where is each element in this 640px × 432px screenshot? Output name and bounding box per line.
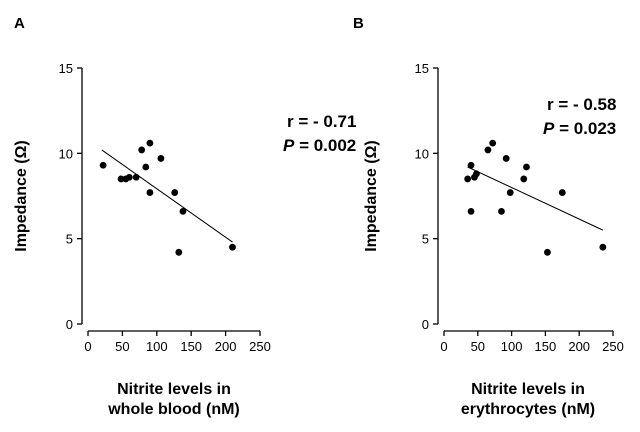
data-point — [146, 139, 154, 147]
data-point — [99, 161, 107, 169]
x-tick-label: 200 — [215, 339, 237, 354]
stat-p-value: = 0.002 — [294, 136, 356, 155]
data-point — [179, 207, 187, 215]
data-point — [125, 173, 133, 181]
stat-p-value: = 0.023 — [554, 119, 616, 138]
data-point — [146, 189, 154, 196]
y-tick-label: 15 — [415, 61, 429, 76]
stat-r: r = - 0.58 — [547, 95, 616, 114]
data-point — [171, 189, 179, 196]
data-point — [229, 243, 236, 251]
y-tick-label: 5 — [422, 232, 429, 247]
x-axis-title-line: erythrocytes (nM) — [461, 401, 595, 418]
y-tick-label: 0 — [422, 317, 429, 332]
data-point — [175, 248, 183, 256]
data-point — [489, 139, 497, 147]
x-axis-title-line: Nitrite levels in — [471, 381, 585, 398]
y-tick-label: 10 — [415, 146, 429, 161]
x-tick-label: 100 — [501, 339, 523, 354]
y-tick-label: 10 — [59, 146, 73, 161]
x-tick-label: 150 — [180, 339, 202, 354]
x-tick-label: 0 — [84, 339, 91, 354]
data-point — [464, 175, 472, 183]
data-point — [520, 175, 528, 183]
data-point — [117, 175, 125, 183]
stat-p-letter: P — [543, 119, 555, 138]
x-tick-label: 50 — [471, 339, 485, 354]
data-point — [599, 243, 607, 251]
y-axis-title: Impedance (Ω) — [363, 140, 380, 252]
data-point — [544, 248, 551, 256]
panel-letter: B — [353, 15, 364, 32]
x-tick-label: 100 — [146, 339, 168, 354]
x-tick-label: 250 — [249, 339, 271, 354]
data-point — [142, 163, 150, 171]
x-tick-label: 50 — [115, 339, 129, 354]
x-tick-label: 150 — [535, 339, 557, 354]
stat-p: P = 0.023 — [543, 119, 616, 138]
data-point — [484, 146, 492, 154]
x-tick-label: 200 — [568, 339, 590, 354]
stat-p: P = 0.002 — [283, 136, 356, 155]
data-point — [467, 161, 475, 169]
data-point — [138, 146, 146, 154]
data-point — [502, 155, 510, 162]
data-point — [132, 173, 140, 181]
data-point — [157, 155, 165, 162]
y-axis-title: Impedance (Ω) — [13, 140, 30, 252]
data-point — [498, 207, 505, 215]
y-tick-label: 5 — [66, 232, 73, 247]
data-point — [558, 189, 566, 196]
x-axis-title-line: whole blood (nM) — [107, 401, 240, 418]
x-tick-label: 0 — [440, 339, 447, 354]
stat-r: r = - 0.71 — [287, 112, 356, 131]
y-tick-label: 15 — [59, 61, 73, 76]
regression-line — [101, 149, 233, 243]
x-tick-label: 250 — [602, 339, 624, 354]
x-axis-title-line: Nitrite levels in — [117, 381, 231, 398]
data-point — [473, 170, 480, 178]
regression-line — [467, 166, 604, 231]
data-point — [467, 207, 475, 215]
y-tick-label: 0 — [66, 317, 73, 332]
stat-p-letter: P — [283, 136, 295, 155]
data-point — [523, 163, 530, 171]
data-point — [506, 189, 514, 196]
panel-letter: A — [14, 15, 25, 32]
